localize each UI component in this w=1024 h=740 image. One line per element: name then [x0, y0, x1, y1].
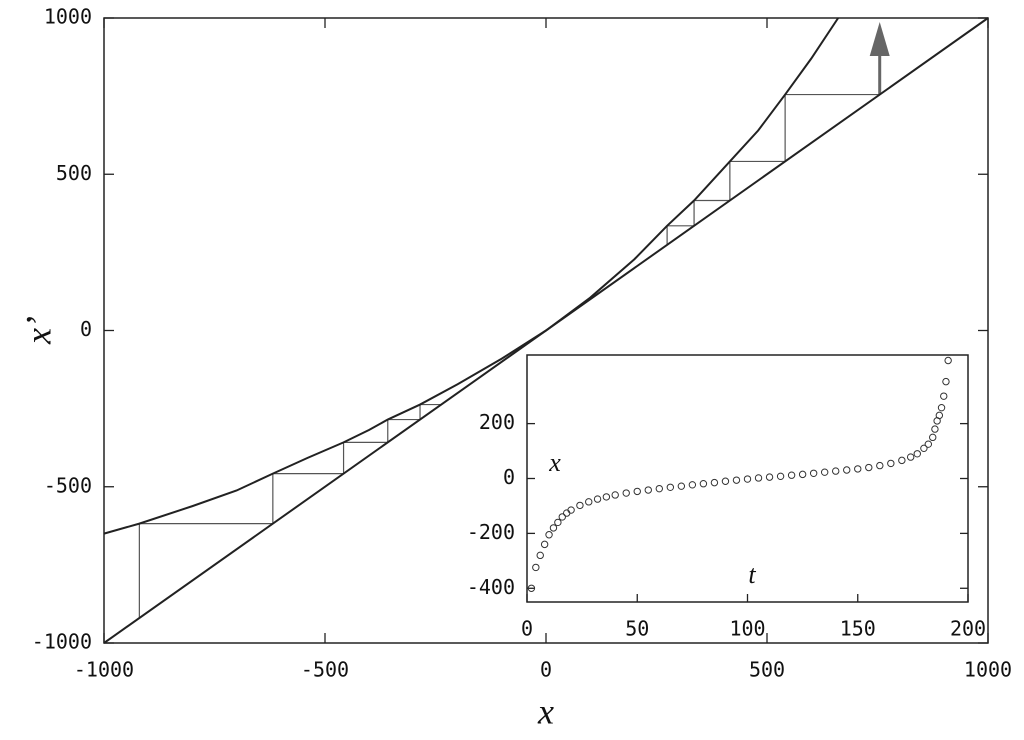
- point: [924, 440, 933, 448]
- point: [787, 471, 796, 479]
- x-tick-label: 200: [950, 617, 986, 641]
- point: [677, 482, 686, 490]
- point: [666, 483, 675, 491]
- inset-plot: 0 50 100 150 200 -400 -200 0 200: [467, 356, 986, 641]
- arrow-head: [869, 22, 890, 56]
- point: [887, 459, 895, 468]
- point: [940, 392, 948, 400]
- y-tick-label: -500: [44, 473, 92, 497]
- point: [549, 524, 558, 532]
- y-tick-label: 0: [80, 317, 92, 341]
- y-tick-label: -400: [467, 575, 515, 599]
- point: [942, 377, 950, 386]
- point: [754, 474, 763, 482]
- curve: [103, 17, 839, 535]
- point: [765, 473, 774, 481]
- y-tick-label: -1000: [32, 630, 92, 654]
- point: [699, 480, 708, 488]
- point: [820, 468, 829, 476]
- point: [558, 513, 566, 521]
- point: [540, 540, 549, 549]
- point: [527, 584, 536, 592]
- x-tick-label: 1000: [964, 658, 1012, 682]
- point: [798, 470, 807, 479]
- y-axis-label: x’: [18, 316, 58, 345]
- x-tick-label: 500: [749, 658, 785, 682]
- point: [585, 498, 593, 506]
- x-tick-label: -500: [301, 658, 349, 682]
- point: [602, 493, 611, 501]
- inset-frame: [526, 354, 969, 603]
- point: [832, 467, 840, 475]
- point: [929, 433, 937, 442]
- x-axis-label: x: [537, 691, 554, 731]
- inset-y-label: x: [548, 448, 561, 477]
- point: [732, 476, 741, 484]
- point: [655, 484, 663, 493]
- point: [688, 481, 697, 489]
- point: [536, 551, 544, 560]
- y-tick-label: 200: [479, 410, 515, 434]
- point: [721, 477, 730, 485]
- point: [854, 465, 862, 473]
- y-tick-label: 0: [503, 465, 515, 489]
- point: [931, 425, 939, 433]
- point: [593, 495, 602, 503]
- point: [710, 478, 719, 487]
- point: [937, 403, 946, 412]
- point: [644, 486, 652, 494]
- x-tick-label: 50: [625, 617, 649, 641]
- point: [906, 453, 915, 461]
- x-tick-label: 100: [729, 617, 765, 641]
- point: [876, 461, 884, 470]
- point: [913, 450, 921, 458]
- x-tick-label: 0: [540, 658, 552, 682]
- y-tick-label: 500: [56, 161, 92, 185]
- point: [545, 531, 553, 539]
- y-tick-label: 1000: [44, 5, 92, 29]
- point: [743, 475, 752, 483]
- point: [865, 463, 873, 472]
- point: [633, 487, 641, 496]
- point: [920, 444, 928, 453]
- inset-x-label: t: [748, 560, 756, 589]
- point: [843, 466, 851, 474]
- point: [935, 411, 944, 420]
- point: [809, 469, 818, 477]
- point: [622, 489, 630, 497]
- point: [567, 506, 575, 514]
- point: [611, 491, 619, 499]
- point: [554, 518, 562, 527]
- point: [532, 563, 540, 572]
- point: [898, 456, 906, 465]
- x-tick-label: -1000: [74, 658, 134, 682]
- x-tick-label: 150: [840, 617, 876, 641]
- y-tick-label: -200: [467, 520, 515, 544]
- point: [776, 472, 785, 481]
- point: [576, 501, 584, 510]
- x-tick-label: 0: [521, 617, 533, 641]
- point: [944, 356, 952, 365]
